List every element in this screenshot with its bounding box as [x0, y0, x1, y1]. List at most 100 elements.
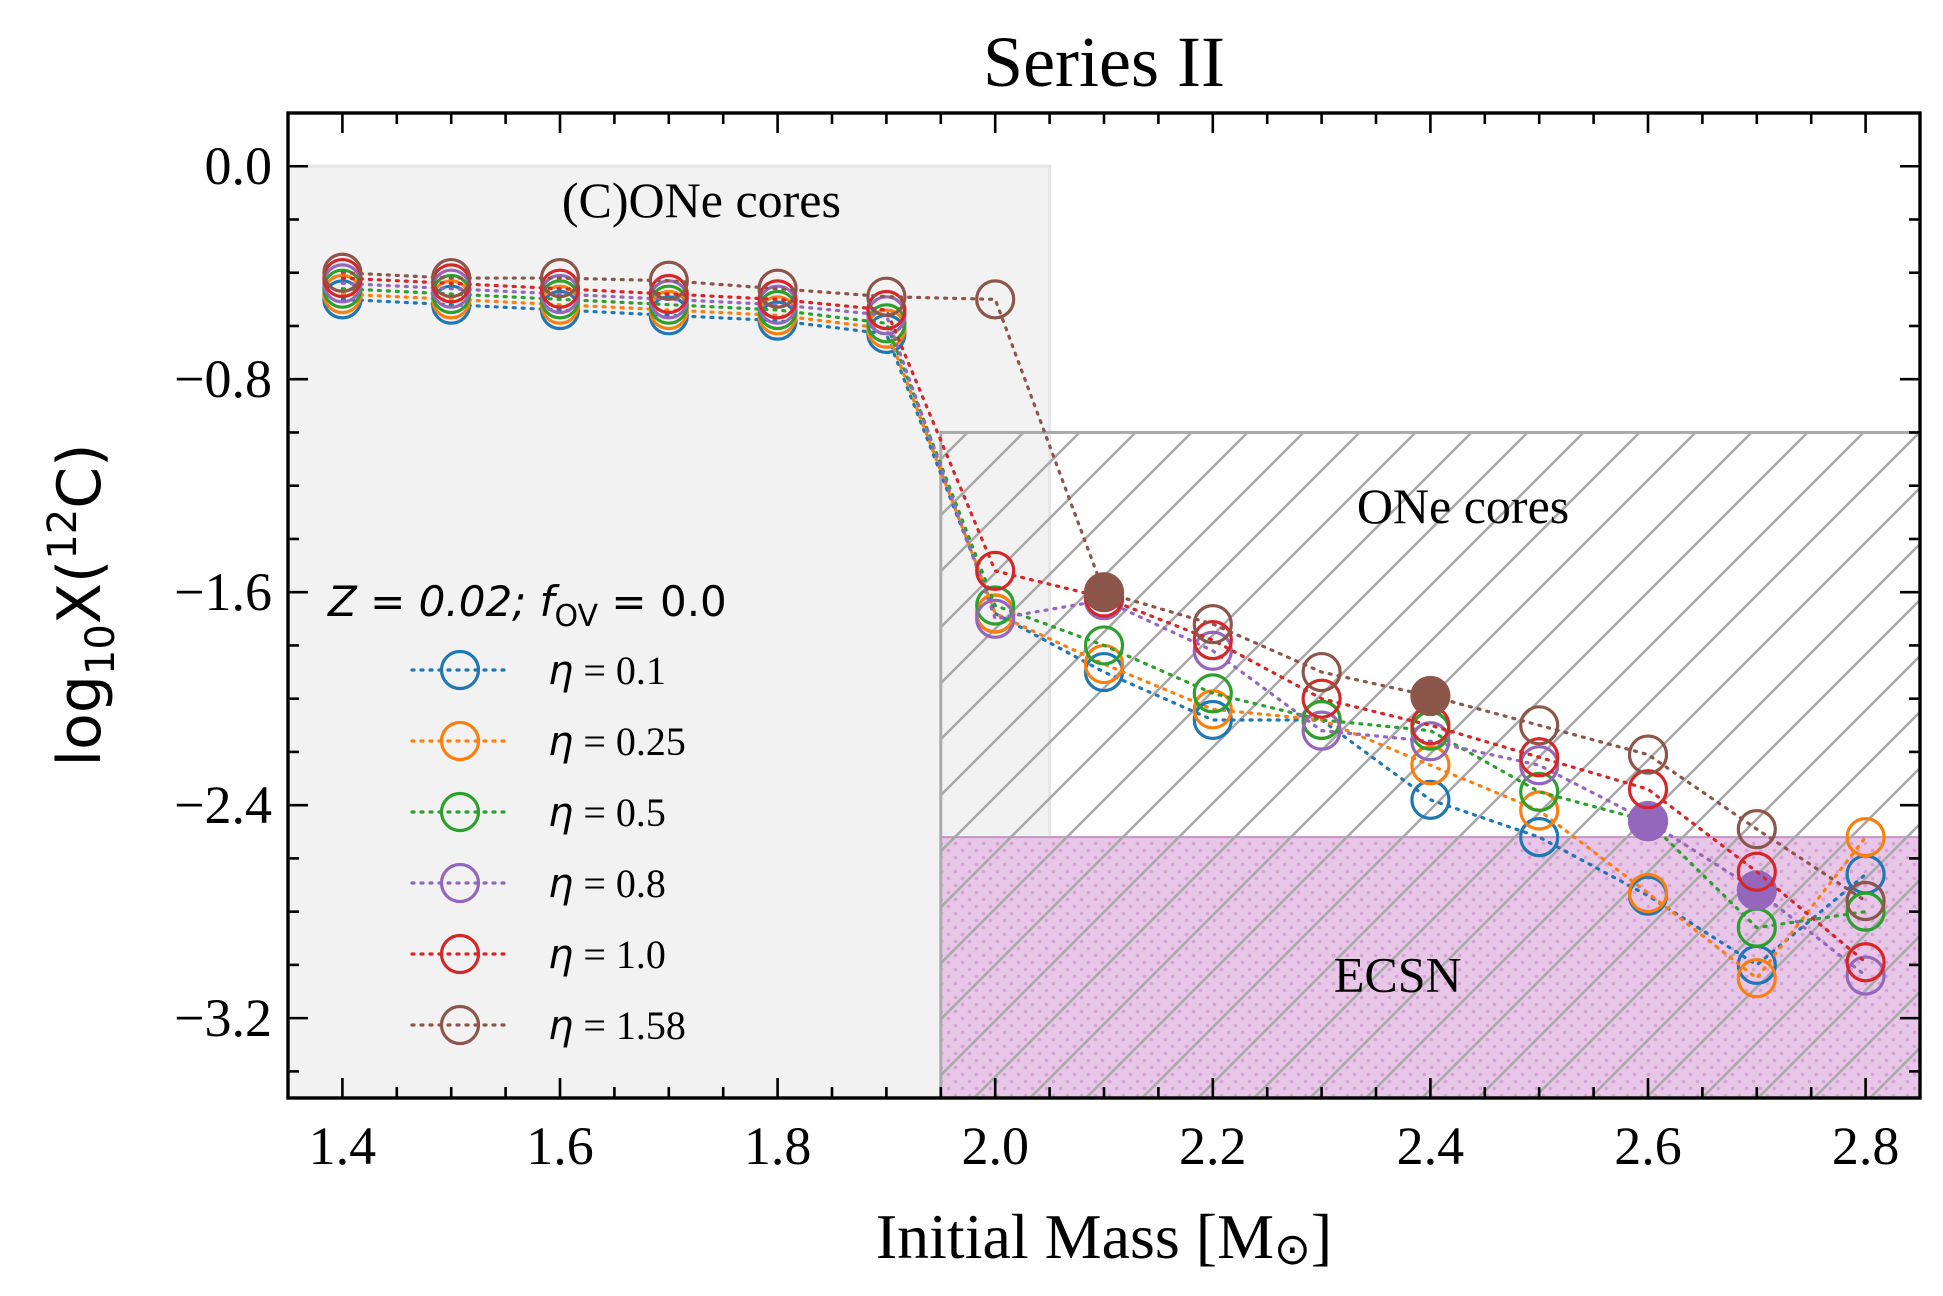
legend-marker: [439, 649, 481, 691]
legend-entry-0: η = 0.1: [410, 648, 666, 694]
y-axis-label-subscript: 10: [78, 624, 124, 675]
legend-marker: [439, 720, 481, 762]
data-point: [1845, 891, 1886, 932]
legend-marker: [439, 933, 481, 975]
data-point: [1736, 809, 1777, 850]
data-point: [866, 303, 907, 344]
legend-label: η = 1.58: [548, 1003, 686, 1049]
x-tick-label: 2.6: [1614, 1116, 1682, 1176]
series-line-1: [340, 292, 1868, 981]
data-point: [1519, 817, 1560, 858]
data-point: [1410, 721, 1451, 762]
data-point: [975, 279, 1016, 320]
legend-marker: [439, 791, 481, 833]
series-line-3: [340, 281, 1868, 978]
y-tick-label: −3.2: [174, 988, 272, 1048]
region-labels: (C)ONe cores ONe cores ECSN: [562, 172, 1569, 1003]
data-point: [757, 279, 798, 320]
data-point: [1410, 745, 1451, 786]
legend-marker: [439, 862, 481, 904]
legend-eta-value: = 1.58: [573, 1003, 686, 1048]
data-point: [431, 257, 472, 299]
legend-label: η = 0.1: [548, 648, 666, 694]
data-point: [1845, 955, 1886, 996]
data-point: [1519, 771, 1560, 812]
data-point: [1192, 630, 1233, 671]
data-point: [1627, 872, 1669, 914]
data-point: [648, 273, 689, 315]
legend-eta-symbol: η: [548, 719, 573, 765]
data-point: [648, 260, 689, 301]
x-tick-label: 1.6: [526, 1116, 594, 1176]
x-tick-label: 2.2: [1179, 1116, 1247, 1176]
y-axis-label: log10X(12C): [40, 443, 124, 766]
legend-label: η = 1.0: [548, 932, 666, 978]
shaded-regions: [288, 164, 1920, 1098]
legend: Z = 0.02; fOV = 0.0 η = 0.1η = 0.25η = 0…: [327, 577, 727, 1049]
chart-title: Series II: [983, 22, 1225, 102]
legend-label: η = 0.5: [548, 790, 666, 836]
data-point: [866, 289, 907, 331]
series-line-4: [340, 276, 1868, 964]
y-tick-label: −1.6: [174, 562, 272, 622]
data-point: [1192, 604, 1233, 645]
y-axis-label-x: X(: [45, 560, 115, 625]
data-point: [1736, 958, 1777, 999]
region-label-1: ONe cores: [1357, 478, 1569, 534]
data-point: [1192, 699, 1233, 741]
legend-eta-value: = 0.8: [573, 861, 666, 906]
y-tick-label: −0.8: [174, 349, 272, 409]
data-point: [1410, 779, 1451, 820]
legend-title-suffix: = 0.0: [598, 577, 727, 626]
y-axis-label-carbon: C): [45, 443, 115, 508]
series-line-0: [340, 297, 1868, 967]
legend-label: η = 0.25: [548, 719, 686, 765]
y-tick-label: −2.4: [174, 775, 272, 835]
x-axis-label-suffix: ]: [1311, 1201, 1332, 1272]
data-point: [1519, 705, 1560, 746]
legend-eta-symbol: η: [548, 932, 573, 978]
axes: 1.4 1.6 1.8 2.0 2.2 2.4 2.6 2.8 0.0 −0.8 −1.6 −2.4 −…: [174, 111, 1922, 1176]
legend-eta-value: = 0.5: [573, 790, 666, 835]
data-point: [975, 598, 1016, 639]
data-point: [1410, 675, 1451, 717]
data-point: [1845, 942, 1886, 983]
data-point: [539, 268, 581, 309]
y-axis-label-superscript: 12: [40, 509, 86, 560]
y-axis-label-log: log: [45, 675, 115, 766]
data-point: [1301, 710, 1342, 751]
region-label-2: ECSN: [1334, 947, 1462, 1003]
legend-title-prefix: Z = 0.02; f: [327, 577, 561, 626]
series-5: [322, 252, 1886, 922]
data-point: [1192, 620, 1233, 661]
data-point: [1627, 801, 1669, 842]
data-point: [1301, 678, 1342, 719]
legend-title: Z = 0.02; fOV = 0.0: [327, 577, 727, 634]
data-point: [1192, 673, 1233, 714]
x-tick-label: 1.8: [744, 1116, 812, 1176]
series-line-2: [340, 287, 1868, 930]
x-tick-label: 1.4: [309, 1116, 377, 1176]
legend-eta-symbol: η: [548, 1003, 573, 1049]
region-label-0: (C)ONe cores: [562, 172, 841, 228]
data-point: [1192, 689, 1233, 730]
data-point: [1519, 790, 1560, 831]
data-point: [1519, 745, 1560, 786]
data-point: [1627, 734, 1669, 775]
data-point: [1083, 625, 1125, 666]
y-tick-label: 0.0: [205, 136, 273, 196]
legend-marker: [439, 1004, 481, 1046]
data-point: [1845, 817, 1886, 858]
x-axis-label: Initial Mass [M⊙]: [876, 1201, 1332, 1275]
data-point: [975, 585, 1016, 626]
data-point: [1301, 651, 1342, 693]
legend-entry-1: η = 0.25: [410, 719, 686, 765]
legend-eta-value: = 1.0: [573, 932, 666, 977]
region-cone-cores: [288, 164, 1052, 1098]
legend-title-subscript: OV: [554, 599, 598, 634]
data-point: [975, 550, 1016, 591]
legend-eta-symbol: η: [548, 648, 573, 694]
x-tick-label: 2.8: [1832, 1116, 1900, 1176]
data-point: [322, 252, 363, 293]
